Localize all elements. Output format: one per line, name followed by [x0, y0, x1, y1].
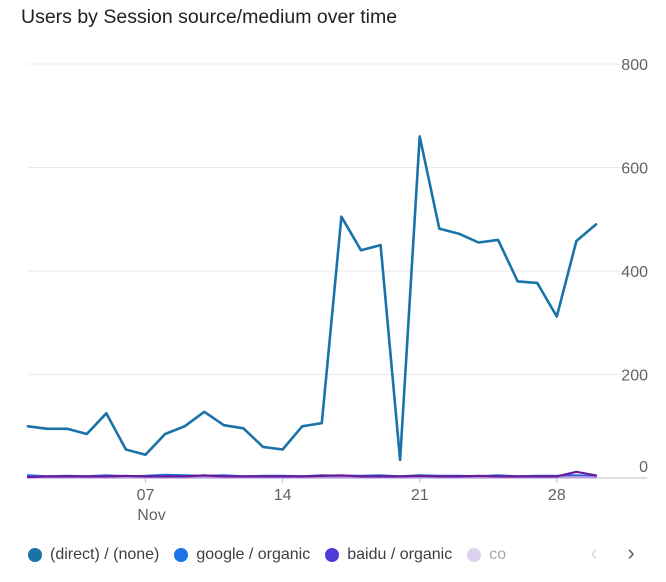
legend-item-2[interactable]: google / organic — [174, 546, 310, 564]
y-tick-label: 600 — [621, 161, 648, 178]
x-tick-label: 14 — [274, 487, 292, 504]
y-axis-ticks: 0 200 400 600 800 — [621, 57, 648, 476]
x-axis-ticks: 07 Nov 14 21 28 — [137, 478, 566, 524]
legend-label: co — [489, 546, 507, 563]
y-tick-label: 400 — [621, 264, 648, 281]
legend-dot-icon — [28, 548, 42, 562]
chart-title: Users by Session source/medium over time — [21, 6, 398, 28]
x-tick-label: 21 — [411, 487, 429, 504]
series-line-5 — [26, 470, 598, 479]
legend-dot-icon — [325, 548, 340, 562]
legend-label: (direct) / (none) — [50, 546, 160, 563]
legend-dot-icon — [174, 548, 189, 562]
legend-item-1[interactable]: (direct) / (none) — [28, 546, 159, 564]
series-lines — [26, 135, 598, 479]
legend-prev-button[interactable]: ‹ — [590, 540, 598, 565]
y-tick-label: 0 — [639, 459, 648, 476]
legend-item-3[interactable]: baidu / organic — [325, 546, 452, 564]
legend-label: baidu / organic — [347, 546, 453, 563]
y-tick-label: 200 — [621, 368, 648, 385]
line-chart: 0 200 400 600 800 07 Nov 14 21 28 — [26, 57, 648, 524]
legend-dot-icon — [467, 548, 482, 562]
series-line-1 — [26, 135, 598, 462]
y-tick-label: 800 — [621, 57, 648, 74]
legend-label: google / organic — [196, 546, 311, 563]
legend-item-4[interactable]: co — [467, 546, 506, 564]
x-tick-label: 28 — [548, 487, 566, 504]
chart-legend: (direct) / (none) google / organic baidu /… — [28, 543, 588, 567]
x-tick-sublabel: Nov — [137, 507, 165, 524]
x-tick-label: 07 — [137, 487, 155, 504]
legend-next-button[interactable]: › — [627, 540, 635, 565]
